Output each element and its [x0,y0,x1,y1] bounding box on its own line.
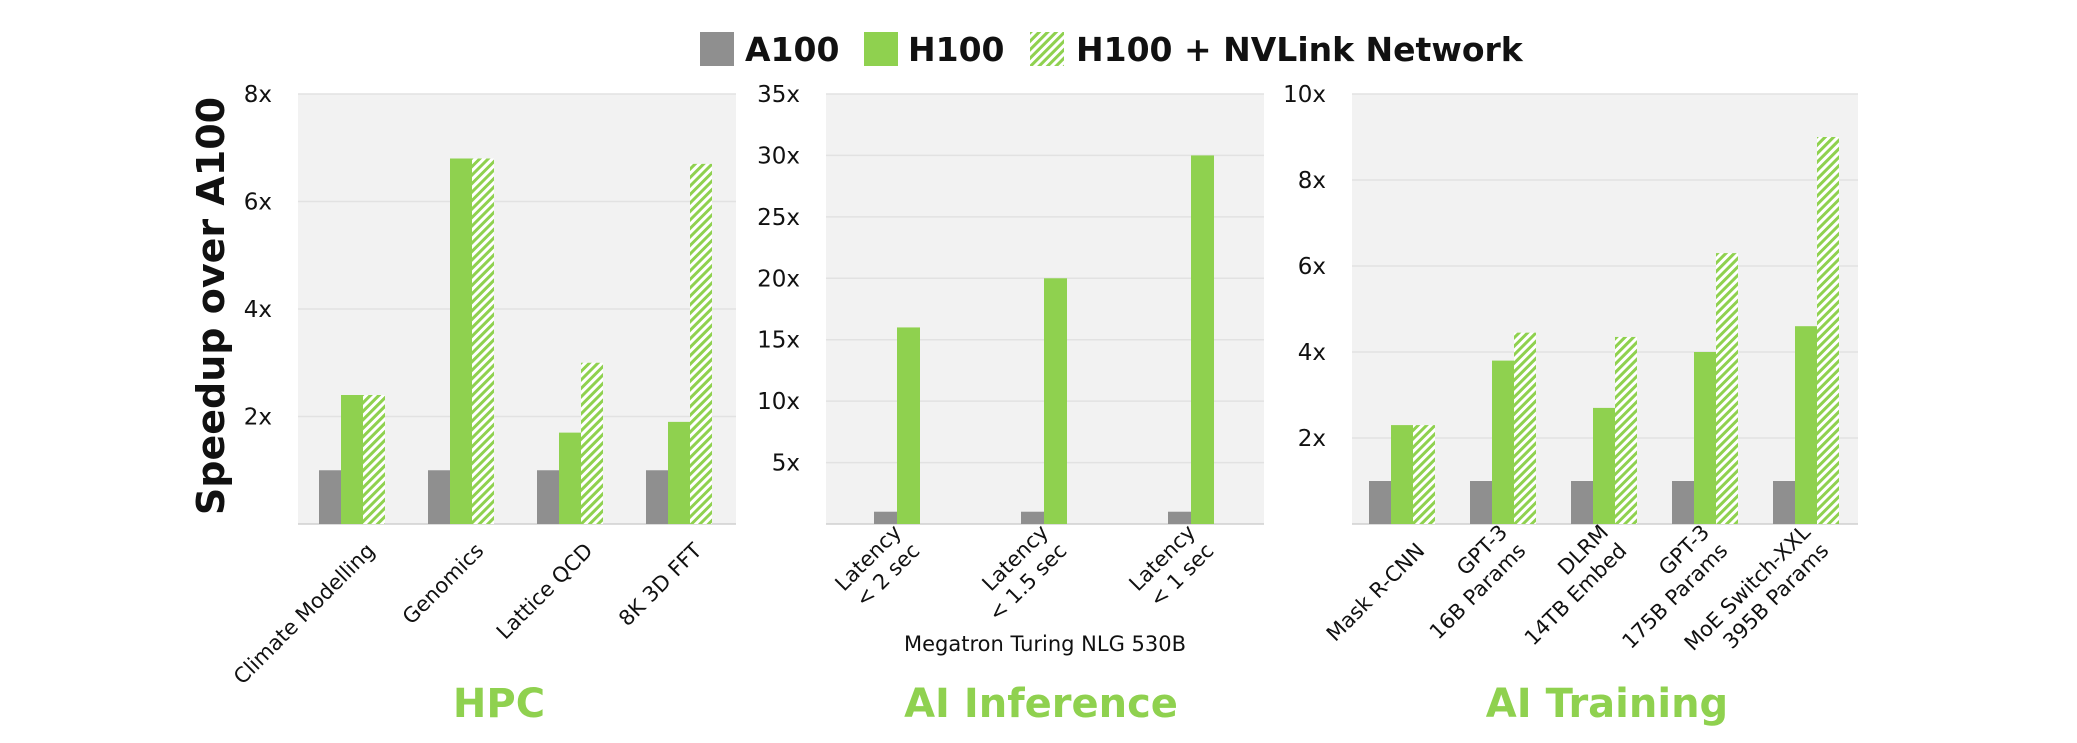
bar-h100-dlrm-14tb-embed [1593,407,1615,524]
bar-h100-nvlink-network-gpt-3-175b-params [1716,253,1738,524]
bar-a100-latency-2-sec [874,511,897,524]
legend-swatch-h100 [864,32,898,66]
y-tick-label: 6x [1298,254,1326,280]
bar-a100-dlrm-14tb-embed [1571,481,1593,524]
y-tick-label: 8x [1298,168,1326,194]
x-tick-label: 8K 3D FFT [614,538,706,630]
legend-swatch-h100-nvlink-network [1030,32,1064,66]
panel-title-ai-inference: AI Inference [904,681,1178,727]
y-tick-label: 2x [244,405,272,431]
x-tick-label: Latency< 1 sec [1124,520,1218,614]
panel-title-ai-training: AI Training [1486,681,1728,727]
panel-hpc: 2x 4x 6x 8x Climate Modelling Genomics Lattice… [229,82,736,727]
bar-a100-latency-1-5-sec [1021,511,1044,524]
x-tick-label: Genomics [398,538,489,629]
y-tick-label: 30x [757,143,800,169]
x-tick-label: Lattice QCD [492,538,598,644]
x-tick-label: DLRM14TB Embed [1501,520,1631,650]
bar-h100-nvlink-network-mask-r-cnn [1413,425,1435,524]
bar-h100-nvlink-network-genomics [472,158,494,524]
panel-title-hpc: HPC [453,681,545,727]
bar-a100-moe-switch-xxl-395b-params [1773,481,1795,524]
bar-a100-genomics [428,470,450,524]
y-tick-label: 5x [772,451,800,477]
bar-h100-nvlink-network-moe-switch-xxl-395b-params [1817,137,1839,524]
y-tick-label: 25x [757,205,800,231]
y-tick-label: 2x [1298,426,1326,452]
x-tick-label: GPT-316B Params [1406,520,1530,644]
bar-a100-mask-r-cnn [1369,481,1391,524]
bar-h100-lattice-qcd [559,432,581,524]
legend-label-h100-nvlink-network: H100 + NVLink Network [1076,30,1524,69]
y-tick-label: 15x [757,328,800,354]
panel-ai-training: 2x 4x 6x 8x 10x Mask R-CNN GPT-316B Params DLRM… [1283,82,1858,727]
y-tick-label: 10x [757,389,800,415]
bar-h100-moe-switch-xxl-395b-params [1795,326,1817,524]
y-tick-label: 10x [1283,82,1326,108]
legend: A100 H100 H100 + NVLink Network [700,30,1524,69]
y-tick-label: 6x [244,190,272,216]
y-tick-label: 4x [244,297,272,323]
bar-h100-nvlink-network-lattice-qcd [581,362,603,524]
bar-h100-latency-1-sec [1191,155,1214,524]
bar-a100-climate-modelling [319,470,341,524]
bar-a100-lattice-qcd [537,470,559,524]
bar-h100-nvlink-network-dlrm-14tb-embed [1615,336,1637,524]
bar-a100-8k-3d-fft [646,470,668,524]
bar-h100-nvlink-network-gpt-3-16b-params [1514,332,1536,524]
bar-h100-latency-2-sec [897,327,920,524]
y-tick-label: 4x [1298,340,1326,366]
legend-swatch-a100 [700,32,734,66]
x-tick-label: Climate Modelling [229,538,380,689]
legend-label-h100: H100 [908,30,1005,69]
panel-ai-inference: 5x 10x 15x 20x 25x 30x 35x Latency< 2 sec Latenc… [757,82,1264,727]
bar-a100-latency-1-sec [1168,511,1191,524]
bar-a100-gpt-3-16b-params [1470,481,1492,524]
x-axis-label-ai-inference: Megatron Turing NLG 530B [904,632,1186,656]
bar-h100-nvlink-network-climate-modelling [363,395,385,524]
bar-h100-latency-1-5-sec [1044,278,1067,524]
bar-h100-gpt-3-16b-params [1492,360,1514,524]
bar-h100-mask-r-cnn [1391,425,1413,524]
bar-a100-gpt-3-175b-params [1672,481,1694,524]
x-tick-label: Latency< 2 sec [830,520,924,614]
legend-label-a100: A100 [745,30,839,69]
bar-h100-climate-modelling [341,395,363,524]
bar-h100-gpt-3-175b-params [1694,352,1716,524]
bar-h100-nvlink-network-8k-3d-fft [690,163,712,524]
x-tick-label: Mask R-CNN [1322,538,1430,646]
y-tick-label: 35x [757,82,800,108]
y-tick-label: 20x [757,266,800,292]
bar-h100-genomics [450,158,472,524]
y-axis-label: Speedup over A100 [189,97,233,515]
x-tick-label: Latency< 1.5 sec [966,520,1072,626]
chart-panels: 2x 4x 6x 8x Climate Modelling Genomics Lattice… [229,82,1858,727]
bar-h100-8k-3d-fft [668,421,690,524]
y-tick-label: 8x [244,82,272,108]
